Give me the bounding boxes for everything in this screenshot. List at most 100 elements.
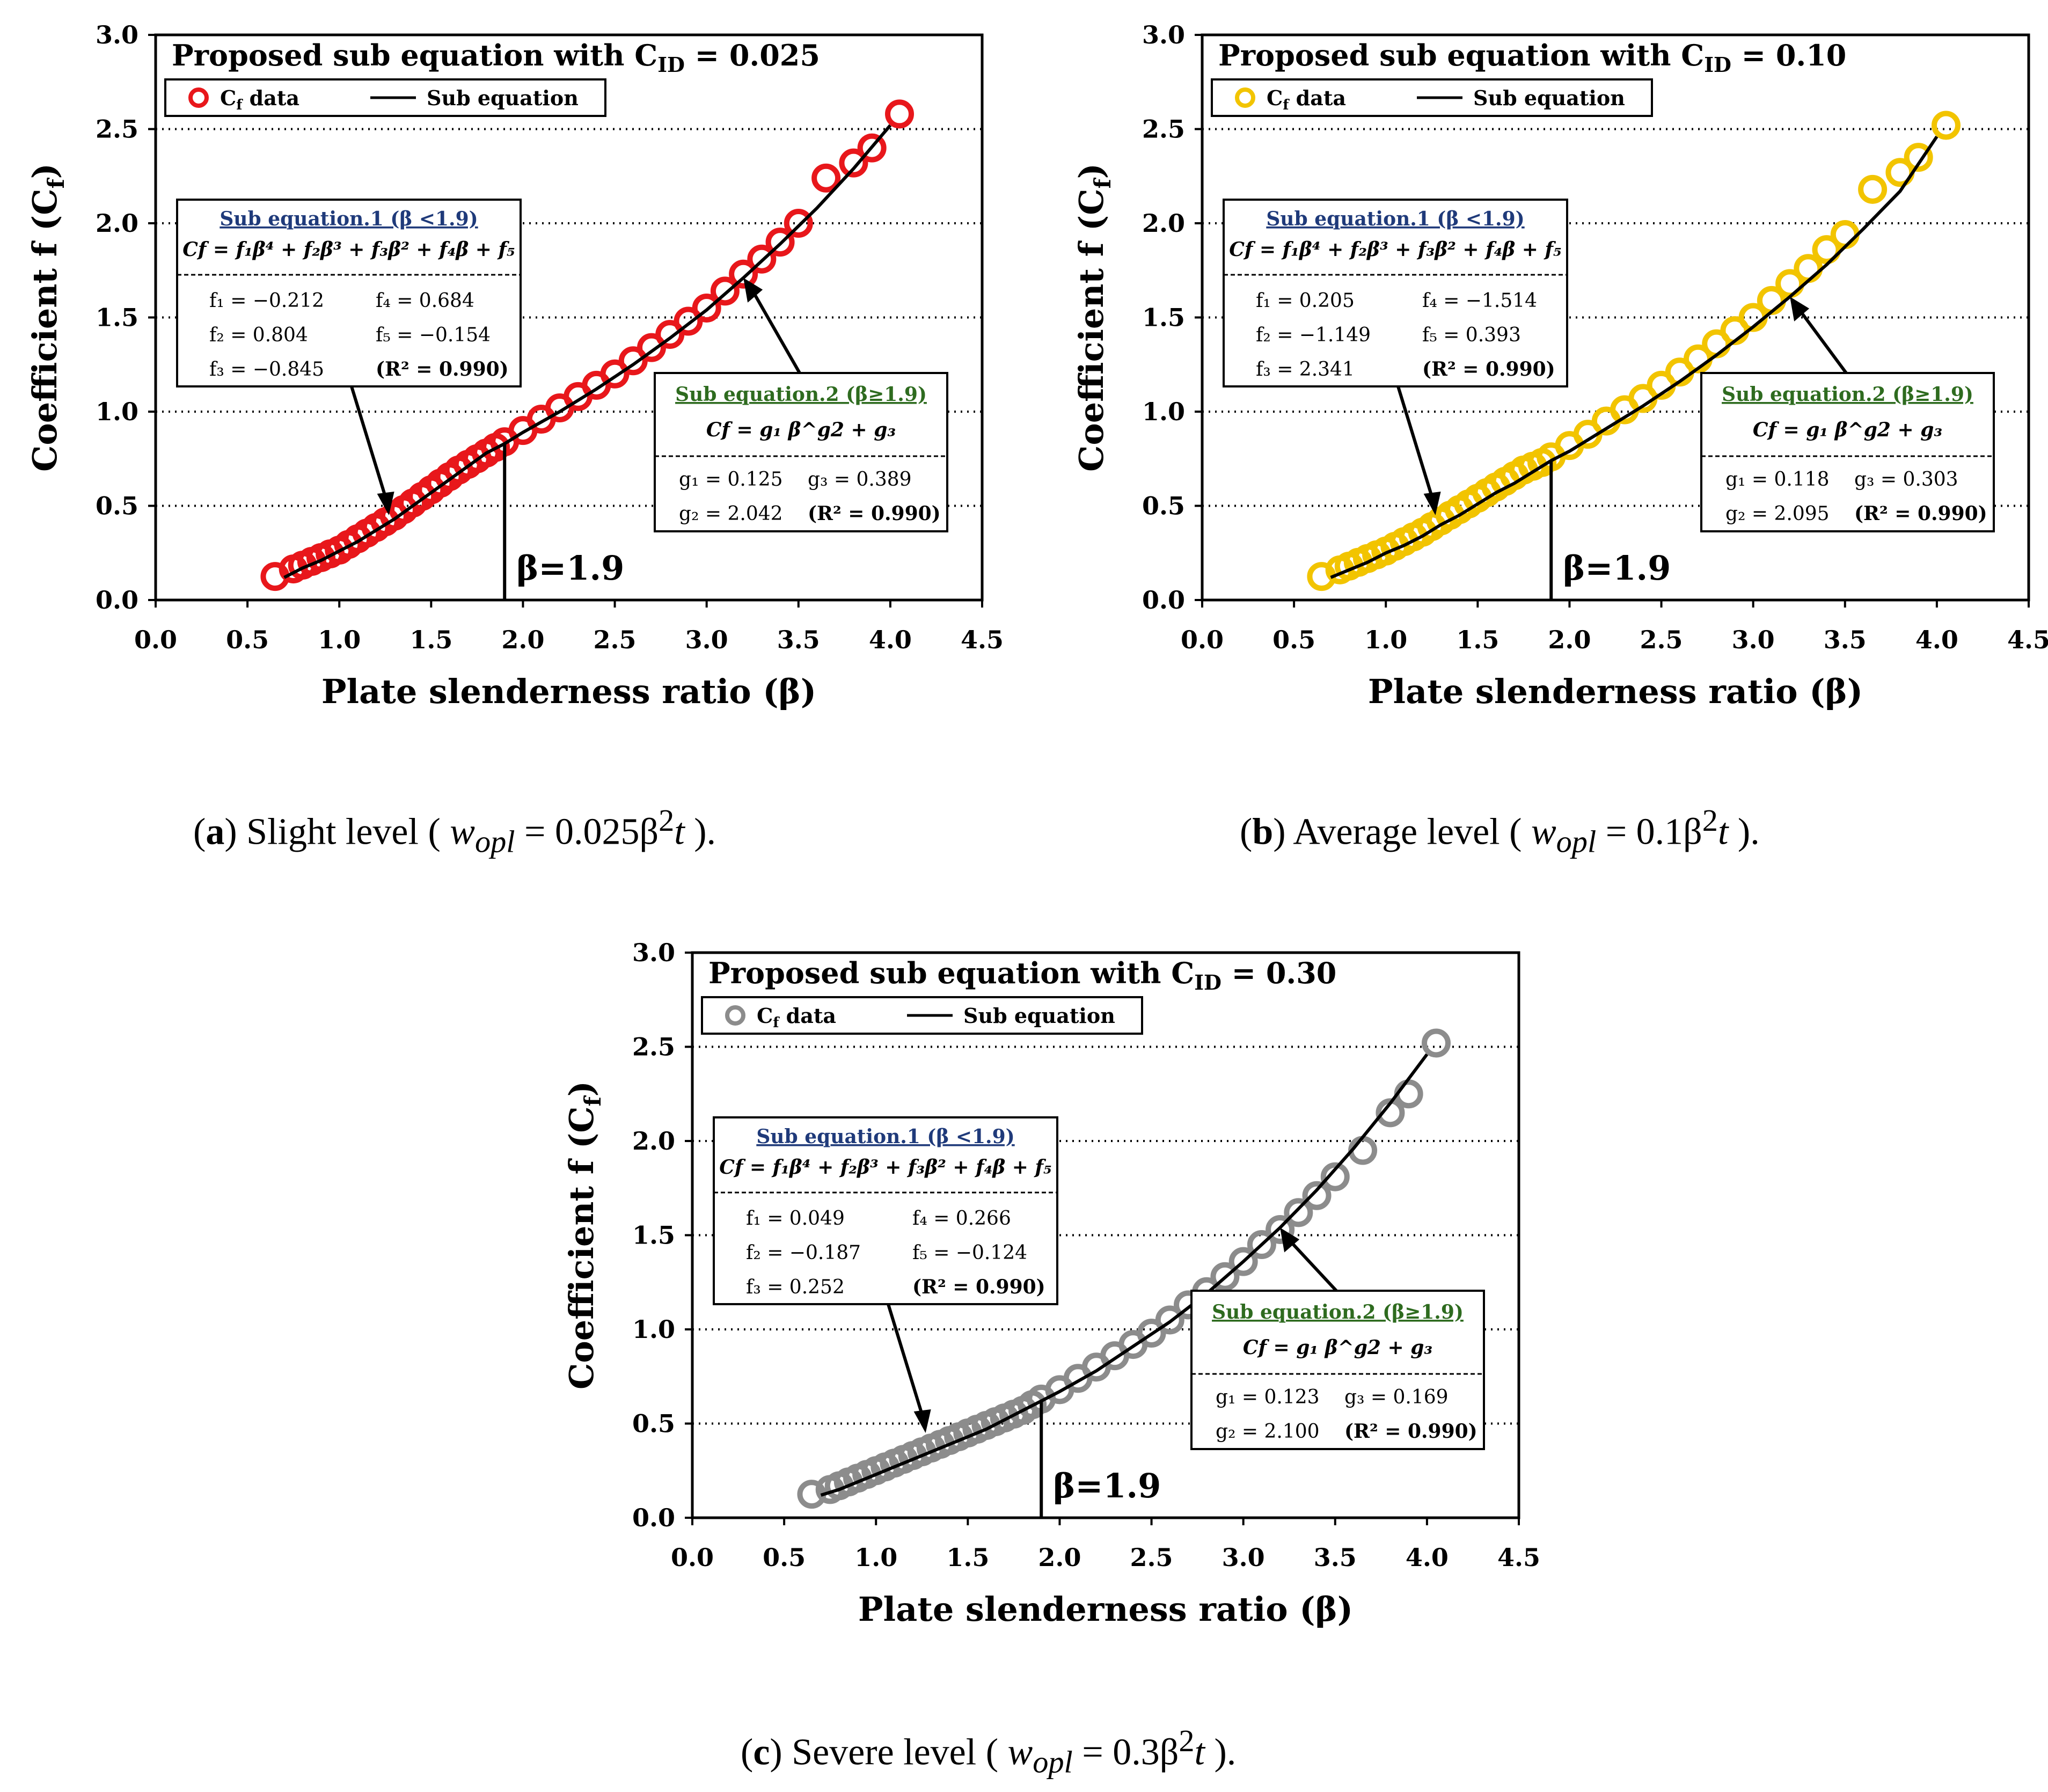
y-tick-label: 2.5 (1142, 115, 1185, 144)
box2-coef: g₂ = 2.095 (1725, 503, 1830, 525)
x-tick-label: 1.5 (409, 625, 452, 654)
caption-formula-rhs: = 0.1β (1596, 811, 1702, 853)
box2-coef: g₂ = 2.100 (1216, 1421, 1320, 1443)
y-tick-label: 3.0 (96, 20, 138, 49)
box2-coef: g₃ = 0.303 (1854, 469, 1958, 491)
box1-coef: f₄ = −1.514 (1422, 290, 1537, 312)
y-tick-label: 0.5 (96, 492, 138, 521)
caption-formula: w (1007, 1731, 1033, 1773)
legend-line-label: Sub equation (963, 1004, 1115, 1028)
x-tick-label: 0.5 (1272, 625, 1315, 654)
legend-data-label: Cf data (757, 1004, 836, 1031)
box1-coef: f₂ = −0.187 (746, 1242, 861, 1264)
box1-coef: f₄ = 0.266 (912, 1208, 1011, 1230)
box2-equation: Cf = g₁ β^g2 + g₃ (706, 419, 896, 441)
caption-formula-exp: 2 (1702, 803, 1718, 838)
chart-b: 0.0 0.5 1.0 1.5 2.0 2.5 3.0 3.5 4.0 4.5 0.0 0.5 1.0 1… (1072, 20, 2048, 711)
box1-coef: f₂ = 0.804 (209, 324, 308, 346)
box2-coef: g₁ = 0.118 (1725, 469, 1830, 491)
caption-formula-sub: opl (1033, 1744, 1073, 1780)
box2-equation: Cf = g₁ β^g2 + g₃ (1753, 419, 1942, 441)
legend: Cf data Sub equation (1211, 78, 1653, 117)
y-tick-label: 0.0 (632, 1503, 675, 1532)
x-tick-label: 1.0 (854, 1543, 897, 1572)
x-tick-label: 4.0 (869, 625, 912, 654)
x-tick-label: 3.5 (1314, 1543, 1357, 1572)
y-tick-label: 3.0 (1142, 20, 1185, 49)
y-tick-label: 3.0 (632, 938, 675, 967)
data-point (1812, 235, 1841, 265)
box1-coef: f₁ = −0.212 (209, 290, 324, 312)
x-tick-label: 3.5 (777, 625, 820, 654)
caption-formula: w (1531, 811, 1556, 853)
caption-letter: b (1252, 811, 1274, 853)
box1-frame (713, 1116, 1058, 1305)
box1-arrow (350, 386, 389, 502)
sub-equation-2-box: Sub equation.2 (β≥1.9) Cf = g₁ β^g2 + g₃ g… (1700, 372, 1995, 532)
box1-arrow (1396, 386, 1435, 502)
box1-frame (176, 199, 522, 387)
data-point (1228, 1247, 1258, 1276)
box2-title: Sub equation.2 (β≥1.9) (1212, 1301, 1464, 1323)
x-tick-label: 2.0 (1038, 1543, 1081, 1572)
caption-formula: w (450, 811, 475, 853)
sub-equation-curve (1330, 135, 1939, 579)
y-tick-label: 2.5 (632, 1033, 675, 1062)
caption-formula-exp: 2 (659, 803, 675, 838)
caption-c: (c) Severe level ( wopl = 0.3β2t ). (741, 1723, 1237, 1780)
caption-b: (b) Average level ( wopl = 0.1β2t ). (1240, 803, 1760, 859)
x-tick-label: 1.5 (946, 1543, 989, 1572)
box2-coef: g₁ = 0.123 (1216, 1386, 1320, 1408)
data-point (1794, 254, 1823, 283)
box2-arrowhead (743, 277, 763, 303)
data-point (765, 228, 795, 257)
caption-formula-sub: opl (1556, 824, 1597, 859)
box1-coef: f₁ = 0.205 (1256, 290, 1355, 312)
data-point (1932, 111, 1961, 140)
data-point (1904, 143, 1933, 172)
data-point (1137, 1319, 1166, 1348)
caption-label: Average level (1293, 811, 1500, 853)
caption-label: Severe level (792, 1731, 977, 1773)
box2-arrowhead (1280, 1227, 1300, 1253)
x-tick-label: 1.0 (318, 625, 361, 654)
y-tick-label: 0.5 (632, 1409, 675, 1438)
box1-arrow (887, 1304, 925, 1420)
box2-arrow (750, 289, 801, 374)
box1-equation: Cf = f₁β⁴ + f₂β³ + f₃β² + f₄β + f₅ (182, 238, 515, 261)
chart-title: Proposed sub equation with CID = 0.30 (708, 956, 1336, 994)
y-tick-label: 2.0 (1142, 209, 1185, 238)
box1-coef: f₃ = −0.845 (209, 359, 324, 381)
legend: Cf data Sub equation (164, 78, 606, 117)
caption-formula-sub: opl (474, 824, 515, 859)
box1-coef: (R² = 0.990) (376, 358, 509, 381)
x-tick-label: 0.0 (134, 625, 177, 654)
sub-equation-1-box: Sub equation.1 (β <1.9) Cf = f₁β⁴ + f₂β³ … (176, 199, 522, 387)
x-axis-label: Plate slenderness ratio (β) (321, 672, 816, 711)
x-tick-label: 4.0 (1406, 1543, 1449, 1572)
box1-title: Sub equation.1 (β <1.9) (220, 208, 478, 230)
box1-coef: f₃ = 0.252 (746, 1276, 845, 1298)
chart-c: 0.0 0.5 1.0 1.5 2.0 2.5 3.0 3.5 4.0 4.5 0.0 0.5 1.0 1… (562, 938, 1540, 1629)
sub-equation-2-box: Sub equation.2 (β≥1.9) Cf = g₁ β^g2 + g₃ g… (1190, 1290, 1485, 1450)
data-point (885, 99, 914, 129)
legend: Cf data Sub equation (701, 996, 1143, 1035)
x-tick-label: 0.5 (226, 625, 269, 654)
data-point (729, 259, 758, 289)
box2-coef: (R² = 0.990) (1344, 1420, 1478, 1443)
caption-a: (a) Slight level ( wopl = 0.025β2t ). (193, 803, 716, 859)
chart-title: Proposed sub equation with CID = 0.10 (1218, 38, 1846, 77)
data-point (1394, 1079, 1423, 1109)
x-tick-label: 4.5 (2007, 625, 2048, 654)
box1-coef: f₄ = 0.684 (376, 290, 474, 312)
beta-label: β=1.9 (1563, 548, 1671, 588)
y-tick-label: 1.5 (96, 303, 138, 332)
y-axis-label: Coefficient f (Cf) (562, 1081, 606, 1389)
legend-marker (725, 1005, 745, 1026)
legend-data-label: Cf data (220, 86, 299, 113)
y-tick-label: 2.0 (632, 1127, 675, 1155)
y-tick-label: 1.0 (632, 1315, 675, 1344)
caption-formula-exp: 2 (1179, 1723, 1195, 1758)
x-tick-label: 0.0 (671, 1543, 714, 1572)
data-point (692, 293, 721, 323)
